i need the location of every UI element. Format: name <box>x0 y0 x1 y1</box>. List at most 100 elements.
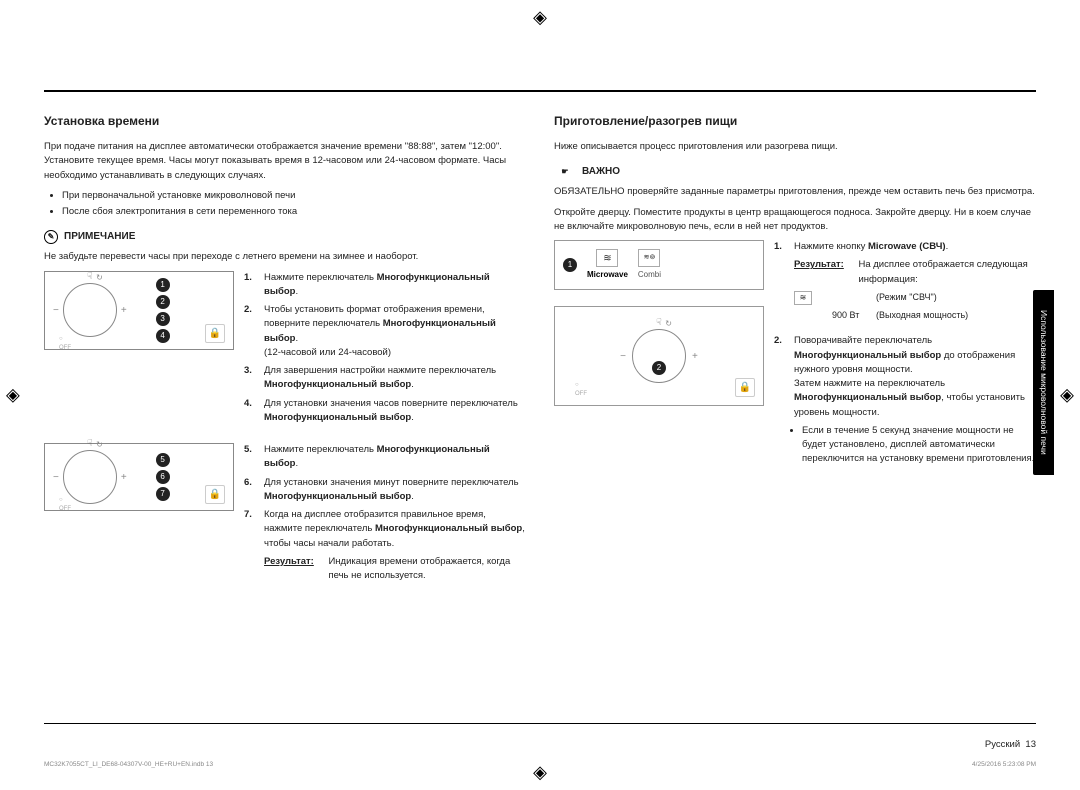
microwave-icon: ≋ <box>596 249 618 267</box>
step-text: Поворачивайте переключатель Многофункцио… <box>794 334 1036 420</box>
steps-a: 1.Нажмите переключатель Многофункциональ… <box>244 271 526 430</box>
off-label: ○OFF <box>59 335 71 353</box>
important-header: ☛ ВАЖНО <box>554 164 1036 179</box>
right-steps: 1.Нажмите кнопку Microwave (СВЧ). Резуль… <box>774 240 1036 475</box>
meta-left: MC32K7055CT_LI_DE68-04307V-00_HE+RU+EN.i… <box>44 760 213 770</box>
result-row: Результат: Индикация времени отображаетс… <box>244 555 526 584</box>
open-door-text: Откройте дверцу. Поместите продукты в це… <box>554 206 1036 235</box>
result-text: Индикация времени отображается, когда пе… <box>328 555 526 584</box>
step-badge: 5 <box>156 453 170 467</box>
step-badge: 2 <box>156 295 170 309</box>
right-heading: Приготовление/разогрев пищи <box>554 112 1036 130</box>
left-column: Установка времени При подаче питания на … <box>44 112 526 601</box>
note-icon: ✎ <box>44 230 58 244</box>
step-block-a: − ☟ ↻ + 1 2 3 4 ○OFF 🔒 1.Нажмите перек <box>44 271 526 430</box>
lock-icon: 🔒 <box>205 485 225 504</box>
step-row: 7.Когда на дисплее отобразится правильно… <box>244 508 526 551</box>
steps-b: 5.Нажмите переключатель Многофункциональ… <box>244 443 526 587</box>
result-label: Результат: <box>264 555 314 584</box>
left-bullets: При первоначальной установке микроволнов… <box>62 189 526 220</box>
step-row: 6.Для установки значения минут поверните… <box>244 476 526 505</box>
step-row: 3.Для завершения настройки нажмите перек… <box>244 364 526 393</box>
right-illus-stack: 1 ≋ Microwave ≋⊚ Combi − <box>554 240 764 406</box>
step-badge: 4 <box>156 329 170 343</box>
step-badge: 1 <box>156 278 170 292</box>
info-cell: 900 Вт <box>832 309 868 323</box>
step-text: Для установки значения минут поверните п… <box>264 476 526 505</box>
display-info-table: ≋ (Режим "СВЧ") 900 Вт (Выходная мощность) <box>794 291 1036 323</box>
step-row: 2.Чтобы установить формат отображения вр… <box>244 303 526 360</box>
step-badge: 7 <box>156 487 170 501</box>
important-label: ВАЖНО <box>582 164 620 179</box>
dial-icon: ☟ ↻ <box>63 283 117 337</box>
footer-row: Русский 13 <box>44 738 1036 752</box>
step-text: Для установки значения часов поверните п… <box>264 397 526 426</box>
hand-icon: ☟ <box>87 270 92 284</box>
right-step-block: 1 ≋ Microwave ≋⊚ Combi − <box>554 240 1036 475</box>
off-label: ○OFF <box>575 381 587 399</box>
step-row: 4.Для установки значения часов поверните… <box>244 397 526 426</box>
minus-icon: − <box>53 303 59 318</box>
lock-icon: 🔒 <box>205 324 225 343</box>
combi-icon: ≋⊚ <box>638 249 660 267</box>
meta-row: MC32K7055CT_LI_DE68-04307V-00_HE+RU+EN.i… <box>44 760 1036 770</box>
hand-icon: ☟ <box>87 437 92 451</box>
step-text: Чтобы установить формат отображения врем… <box>264 303 526 360</box>
button-panel-illustration: 1 ≋ Microwave ≋⊚ Combi <box>554 240 764 290</box>
step-badges-a: 1 2 3 4 <box>156 278 170 343</box>
rotate-arrow-icon: ↻ <box>665 318 672 330</box>
plus-icon: + <box>692 349 698 364</box>
right-intro: Ниже описывается процесс приготовления и… <box>554 140 1036 154</box>
dial-illustration-c: − ☟ ↻ + 2 🔒 ○OFF <box>554 306 764 406</box>
step-row: 5.Нажмите переключатель Многофункциональ… <box>244 443 526 472</box>
crop-mark-right-icon: ◈ <box>1060 382 1074 409</box>
meta-right: 4/25/2016 5:23:08 PM <box>972 760 1036 770</box>
right-column: Приготовление/разогрев пищи Ниже описыва… <box>554 112 1036 601</box>
hand-icon: ☟ <box>656 316 661 330</box>
rotate-arrow-icon: ↻ <box>96 272 103 284</box>
left-intro: При подаче питания на дисплее автоматиче… <box>44 140 526 183</box>
step-text: Нажмите переключатель Многофункциональны… <box>264 271 526 300</box>
step-badge-panel: 1 <box>563 258 577 272</box>
dial-illustration-a: − ☟ ↻ + 1 2 3 4 ○OFF 🔒 <box>44 271 234 350</box>
step-text: Для завершения настройки нажмите переклю… <box>264 364 526 393</box>
footer-text: Русский 13 <box>985 738 1036 752</box>
result-row: Результат: На дисплее отображается следу… <box>774 258 1036 287</box>
step-badge: 3 <box>156 312 170 326</box>
microwave-label: Microwave <box>587 269 628 281</box>
left-heading: Установка времени <box>44 112 526 130</box>
wave-icon: ≋ <box>794 291 812 305</box>
step-text: Нажмите кнопку Microwave (СВЧ). <box>794 240 1036 254</box>
note-header: ✎ ПРИМЕЧАНИЕ <box>44 229 526 244</box>
rotate-arrow-icon: ↻ <box>96 439 103 451</box>
note-text: Не забудьте перевести часы при переходе … <box>44 250 526 264</box>
pointing-hand-icon: ☛ <box>554 166 576 178</box>
bullet-item: При первоначальной установке микроволнов… <box>62 189 526 203</box>
step-badge-dial: 2 <box>652 361 666 375</box>
step-badge: 6 <box>156 470 170 484</box>
info-cell: (Выходная мощность) <box>876 309 1036 323</box>
result-text: На дисплее отображается следующая информ… <box>858 258 1036 287</box>
minus-icon: − <box>620 349 626 364</box>
panel-row: 1 ≋ Microwave ≋⊚ Combi <box>563 249 755 281</box>
step-badges-b: 5 6 7 <box>156 453 170 501</box>
bullet-item: После сбоя электропитания в сети перемен… <box>62 205 526 219</box>
crop-mark-top-icon: ◈ <box>533 4 547 31</box>
crop-mark-left-icon: ◈ <box>6 382 20 409</box>
combi-button: ≋⊚ Combi <box>638 249 661 281</box>
step-text: Нажмите переключатель Многофункциональны… <box>264 443 526 472</box>
bottom-rule <box>44 723 1036 724</box>
info-cell: (Режим "СВЧ") <box>876 291 1036 305</box>
important-text: ОБЯЗАТЕЛЬНО проверяйте заданные параметр… <box>554 185 1036 199</box>
combi-label: Combi <box>638 269 661 281</box>
dial-illustration-b: − ☟ ↻ + 5 6 7 ○OFF 🔒 <box>44 443 234 511</box>
content-columns: Установка времени При подаче питания на … <box>44 112 1036 601</box>
result-label: Результат: <box>794 258 844 287</box>
off-label: ○OFF <box>59 496 71 514</box>
minus-icon: − <box>53 470 59 485</box>
side-tab: Использование микроволновой печи <box>1033 290 1054 475</box>
lock-icon: 🔒 <box>735 378 755 397</box>
plus-icon: + <box>121 470 127 485</box>
microwave-button: ≋ Microwave <box>587 249 628 281</box>
note-label: ПРИМЕЧАНИЕ <box>64 229 135 244</box>
